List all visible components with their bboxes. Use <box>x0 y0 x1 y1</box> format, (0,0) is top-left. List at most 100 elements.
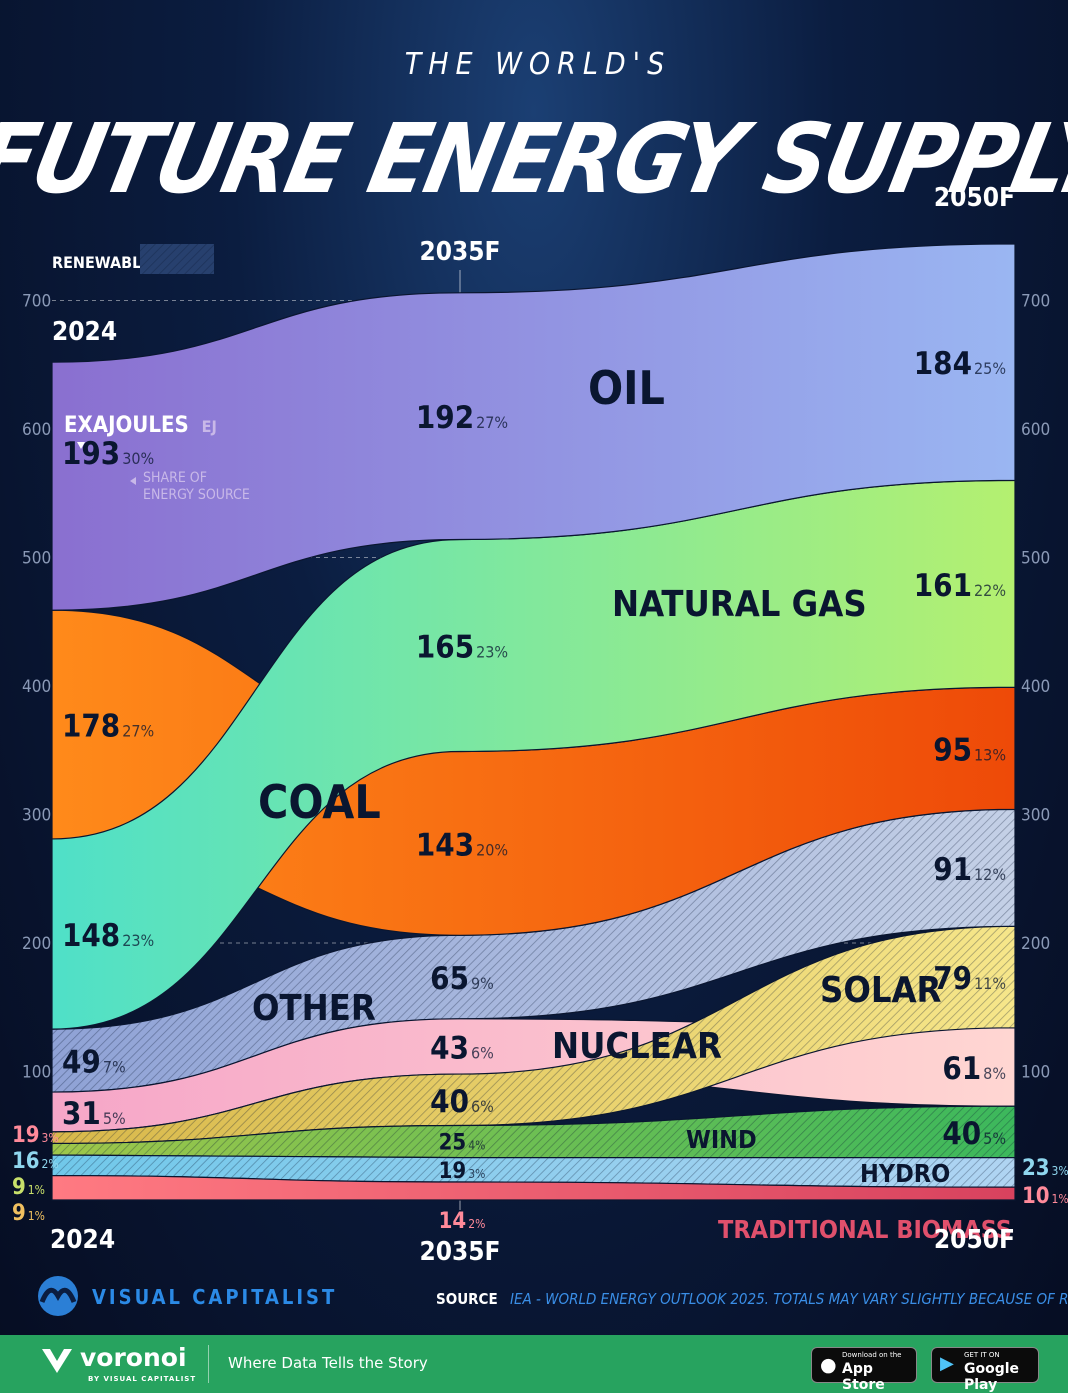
band-hatch-other <box>52 809 1015 1093</box>
footer-bar: voronoi BY VISUAL CAPITALIST Where Data … <box>0 1335 1068 1393</box>
y-tick-left-700: 700 <box>22 292 51 312</box>
pct-oil-2035f: 27% <box>476 413 508 432</box>
y-tick-right-700: 700 <box>1021 292 1050 312</box>
y-tick-left-600: 600 <box>22 420 51 440</box>
series-name-traditional-biomass: TRADITIONAL BIOMASS <box>718 1215 1012 1244</box>
series-name-coal: COAL <box>258 775 381 829</box>
pct-solar-2050f: 11% <box>974 974 1006 993</box>
y-tick-right-200: 200 <box>1021 934 1050 954</box>
value-hydro-2024: 16 <box>12 1149 40 1174</box>
value-label-natural-gas-2024: 148 23% <box>62 918 154 954</box>
vc-logo-mark <box>39 1287 77 1303</box>
voronoi-logo-icon <box>40 1347 74 1373</box>
value-other-2050f: 91 <box>933 852 972 888</box>
series-name-hydro: HYDRO <box>860 1159 950 1188</box>
value-wind-2035f: 25 <box>439 1131 467 1156</box>
app-store-big: App Store <box>842 1361 885 1393</box>
value-coal-2050f: 95 <box>933 732 972 768</box>
share-note-line1: SHARE OF <box>143 470 207 486</box>
y-tick-right-600: 600 <box>1021 420 1050 440</box>
value-label-nuclear-2035f: 43 6% <box>430 1030 494 1066</box>
pct-wind-2035f: 4% <box>468 1139 485 1153</box>
y-tick-left-100: 100 <box>22 1063 51 1083</box>
value-label-wind-2024: 9 1% <box>12 1175 45 1200</box>
value-other-2035f: 65 <box>430 961 469 997</box>
year-label-2050-top: 2050F <box>934 183 1015 213</box>
y-tick-left-200: 200 <box>22 934 51 954</box>
series-name-solar: SOLAR <box>820 970 942 1011</box>
value-label-hydro-2035f: 19 3% <box>439 1159 486 1184</box>
value-label-other-2050f: 91 12% <box>933 852 1006 888</box>
pretitle: THE WORLD'S <box>405 47 671 82</box>
band-hatch-solar <box>52 926 1015 1144</box>
value-oil-2035f: 192 <box>416 400 474 436</box>
value-label-natural-gas-2050f: 161 22% <box>914 568 1006 604</box>
pct-other-2050f: 12% <box>974 865 1006 884</box>
pct-oil-2024: 30% <box>122 449 154 468</box>
value-label-traditional-biomass-2035f: 14 2% <box>439 1209 486 1234</box>
y-tick-right-400: 400 <box>1021 677 1050 697</box>
value-label-solar-2024: 9 1% <box>12 1201 45 1226</box>
band-hatch-hydro <box>52 1155 1015 1188</box>
energy-chart: THE WORLD'S FUTURE ENERGY SUPPLY RENEWAB… <box>0 47 1068 1316</box>
pct-coal-2024: 27% <box>122 722 154 741</box>
value-label-traditional-biomass-2050f: 10 1% <box>1022 1184 1068 1209</box>
series-name-nuclear: NUCLEAR <box>552 1026 722 1067</box>
value-traditional-biomass-2035f: 14 <box>439 1209 467 1234</box>
pct-hydro-2024: 2% <box>42 1157 59 1171</box>
value-label-hydro-2024: 16 2% <box>12 1149 59 1174</box>
value-other-2024: 49 <box>62 1045 101 1081</box>
share-arrow <box>130 477 136 485</box>
value-label-solar-2050f: 79 11% <box>933 961 1006 997</box>
value-label-traditional-biomass-2024: 19 3% <box>12 1123 59 1148</box>
year-label-2024-bottom: 2024 <box>50 1225 115 1255</box>
value-oil-2024: 193 <box>62 436 120 472</box>
value-hydro-2035f: 19 <box>439 1159 467 1184</box>
value-nuclear-2050f: 61 <box>942 1051 981 1087</box>
footer-divider <box>208 1345 209 1383</box>
footer-tagline: Where Data Tells the Story <box>228 1354 428 1372</box>
value-oil-2050f: 184 <box>914 346 972 382</box>
y-tick-left-500: 500 <box>22 549 51 569</box>
brand-name: VISUAL CAPITALIST <box>92 1285 337 1309</box>
unit-label: EXAJOULES EJ <box>64 413 217 438</box>
renewables-legend-label: RENEWABLES <box>52 253 161 272</box>
band-traditional-biomass <box>51 1174 1016 1201</box>
source-label: SOURCE <box>436 1290 498 1308</box>
value-natural-gas-2035f: 165 <box>416 630 474 666</box>
unit-main: EXAJOULES <box>64 413 189 438</box>
value-label-oil-2050f: 184 25% <box>914 346 1006 382</box>
value-label-oil-2024: 193 30% <box>62 436 154 472</box>
value-label-other-2024: 49 7% <box>62 1045 126 1081</box>
google-play-icon: ▶ <box>940 1353 954 1374</box>
value-solar-2050f: 79 <box>933 961 972 997</box>
value-nuclear-2035f: 43 <box>430 1030 469 1066</box>
value-label-nuclear-2024: 31 5% <box>62 1096 126 1132</box>
voronoi-logo[interactable]: voronoi <box>80 1343 187 1372</box>
app-store-small: Download on the <box>842 1351 902 1359</box>
pct-traditional-biomass-2024: 3% <box>42 1131 59 1145</box>
voronoi-logo-sub: BY VISUAL CAPITALIST <box>88 1375 197 1383</box>
year-label-2035-top: 2035F <box>419 237 500 267</box>
y-tick-right-500: 500 <box>1021 549 1050 569</box>
pct-other-2035f: 9% <box>471 974 494 993</box>
band-oil <box>51 243 1016 611</box>
value-natural-gas-2050f: 161 <box>914 568 972 604</box>
share-note-line2: ENERGY SOURCE <box>143 487 250 503</box>
value-label-hydro-2050f: 23 3% <box>1022 1156 1068 1181</box>
series-name-other: OTHER <box>252 988 376 1029</box>
source-text: IEA - WORLD ENERGY OUTLOOK 2025. TOTALS … <box>510 1290 1068 1308</box>
value-label-solar-2035f: 40 6% <box>430 1084 494 1120</box>
y-tick-left-400: 400 <box>22 677 51 697</box>
y-tick-left-300: 300 <box>22 806 51 826</box>
value-label-wind-2050f: 40 5% <box>942 1116 1006 1152</box>
series-name-natural-gas: NATURAL GAS <box>612 584 867 625</box>
value-label-coal-2050f: 95 13% <box>933 732 1006 768</box>
google-play-button[interactable]: ▶ GET IT ON Google Play <box>931 1347 1039 1393</box>
y-tick-right-100: 100 <box>1021 1063 1050 1083</box>
pct-nuclear-2024: 5% <box>103 1109 126 1128</box>
app-store-button[interactable]: ● Download on the App Store <box>811 1347 917 1393</box>
series-name-oil: OIL <box>588 361 665 415</box>
source-line: SOURCE IEA - WORLD ENERGY OUTLOOK 2025. … <box>436 1290 1068 1308</box>
value-natural-gas-2024: 148 <box>62 918 120 954</box>
